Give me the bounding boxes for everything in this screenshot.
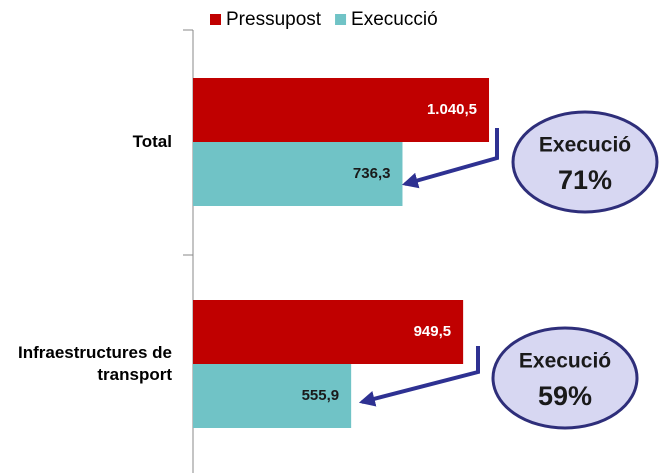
callout-title: Execució: [539, 134, 631, 157]
legend-label: Pressupost: [226, 9, 322, 30]
value-label: 949,5: [414, 323, 452, 340]
arrow: [401, 128, 499, 189]
category-label: Infraestructures de transport: [18, 343, 172, 384]
bar: [193, 364, 352, 428]
callout-value: 71%: [558, 165, 612, 195]
arrow: [358, 346, 480, 407]
bar: [193, 300, 464, 364]
bar: [193, 142, 403, 206]
legend-swatch: [335, 14, 347, 25]
bar: [193, 78, 490, 142]
callout: [511, 110, 659, 214]
value-label: 736,3: [353, 165, 391, 182]
callout: [491, 326, 639, 430]
callout-title: Execució: [519, 350, 611, 373]
legend-label: Execucció: [351, 9, 438, 30]
value-label: 1.040,5: [427, 101, 477, 118]
callout-value: 59%: [538, 381, 592, 411]
value-label: 555,9: [302, 387, 340, 404]
legend-swatch: [210, 14, 221, 25]
category-label: Total: [132, 132, 172, 151]
